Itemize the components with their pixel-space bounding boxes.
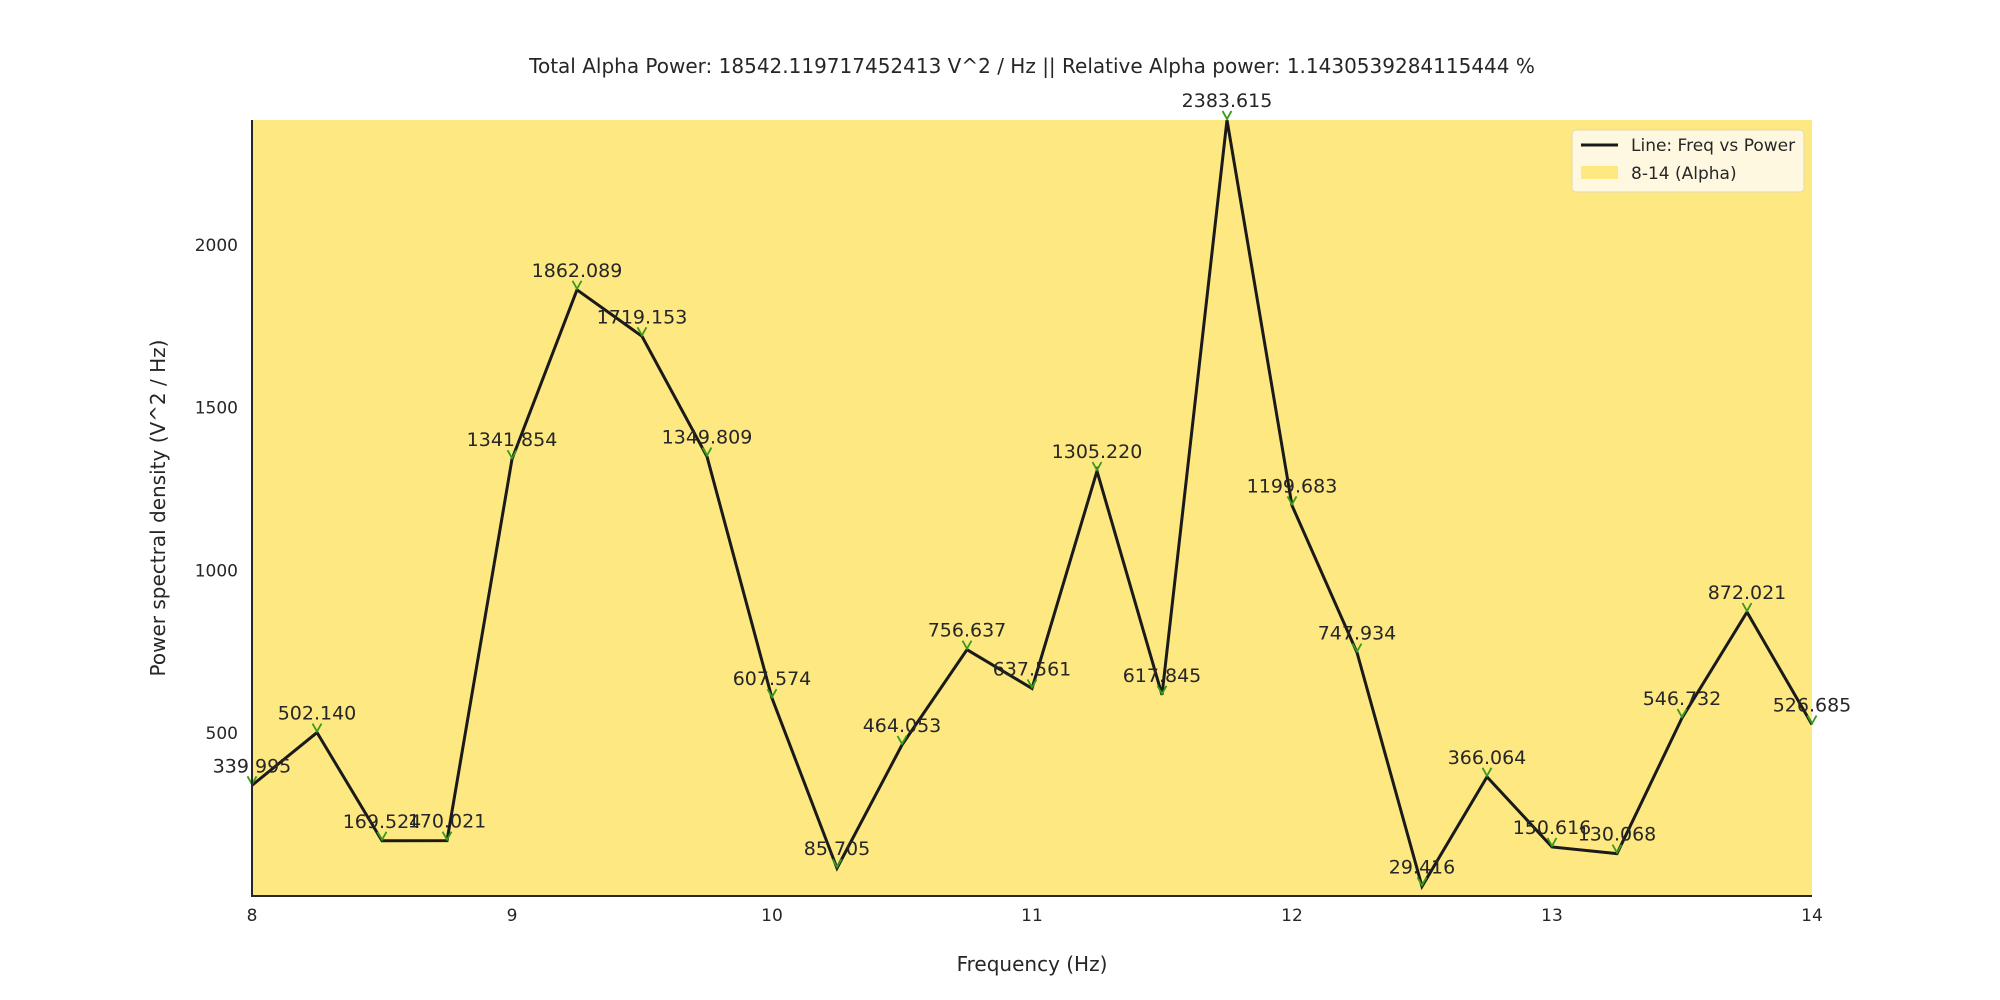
x-tick-label: 10: [761, 906, 783, 926]
data-point-marker: [1221, 110, 1233, 121]
data-label: 607.574: [733, 668, 812, 690]
data-label: 170.021: [408, 811, 487, 833]
y-axis-label: Power spectral density (V^2 / Hz): [146, 340, 170, 677]
legend-entry-line: Line: Freq vs Power: [1631, 136, 1795, 156]
data-label: 1305.220: [1052, 441, 1143, 463]
data-point-marker: [1806, 715, 1818, 726]
x-tick-label: 12: [1281, 906, 1303, 926]
legend-band-swatch: [1581, 166, 1618, 179]
legend: Line: Freq vs Power 8-14 (Alpha): [1571, 129, 1805, 193]
x-tick-label: 11: [1021, 906, 1043, 926]
data-point-marker: [636, 326, 648, 338]
data-label: 747.934: [1318, 623, 1397, 645]
data-label: 150.616: [1513, 817, 1592, 839]
data-point-marker: [571, 280, 583, 291]
data-point-marker: [1286, 495, 1298, 507]
x-tick-label: 14: [1801, 906, 1823, 926]
x-tick-label: 13: [1541, 906, 1563, 926]
x-axis-label: Frequency (Hz): [957, 952, 1108, 976]
data-point-marker: [1481, 767, 1493, 778]
data-label: 130.068: [1578, 824, 1657, 846]
data-label: 617.845: [1123, 665, 1202, 687]
data-label: 464.053: [863, 715, 942, 737]
y-tick-label: 500: [206, 724, 238, 744]
y-tick-label: 2000: [195, 236, 238, 256]
data-label: 2383.615: [1182, 90, 1273, 112]
data-label: 872.021: [1708, 582, 1787, 604]
x-tick-label: 9: [507, 906, 518, 926]
data-label: 1862.089: [532, 260, 623, 282]
data-point-marker: [766, 688, 778, 700]
data-label: 1349.809: [662, 427, 753, 449]
data-label: 756.637: [928, 620, 1007, 642]
alpha-band: [252, 120, 1812, 896]
data-point-marker: [896, 735, 908, 746]
data-label: 546.732: [1643, 688, 1722, 710]
data-label: 637.561: [993, 658, 1072, 680]
data-point-marker: [311, 723, 323, 734]
data-point-marker: [1156, 685, 1168, 696]
data-label: 1199.683: [1247, 475, 1338, 497]
legend-entry-band: 8-14 (Alpha): [1631, 164, 1737, 184]
y-tick-label: 1000: [195, 561, 238, 581]
data-point-marker: [701, 447, 713, 458]
data-point-marker: [961, 640, 973, 651]
legend-box: [1571, 129, 1805, 193]
data-point-marker: [831, 858, 843, 869]
data-point-marker: [1676, 708, 1688, 719]
data-label: 502.140: [278, 703, 357, 725]
data-point-marker: [1546, 837, 1558, 848]
data-label: 366.064: [1448, 747, 1527, 769]
data-point-marker: [1611, 844, 1623, 855]
data-label: 85.705: [804, 838, 870, 860]
data-label: 1719.153: [597, 306, 688, 328]
data-point-marker: [1741, 602, 1753, 613]
data-point-marker: [441, 831, 453, 842]
data-label: 169.524: [343, 811, 422, 833]
data-label: 29.416: [1389, 856, 1455, 878]
chart-title: Total Alpha Power: 18542.119717452413 V^…: [528, 54, 1535, 78]
data-label: 526.685: [1773, 695, 1852, 717]
data-point-marker: [1416, 876, 1428, 888]
data-point-marker: [506, 449, 518, 460]
data-label: 1341.854: [467, 429, 558, 451]
data-point-marker: [1026, 678, 1038, 690]
data-point-marker: [1091, 461, 1103, 472]
data-point-marker: [376, 831, 388, 842]
y-tick-label: 1500: [195, 399, 238, 419]
x-tick-label: 8: [247, 906, 258, 926]
data-point-marker: [1351, 643, 1363, 654]
